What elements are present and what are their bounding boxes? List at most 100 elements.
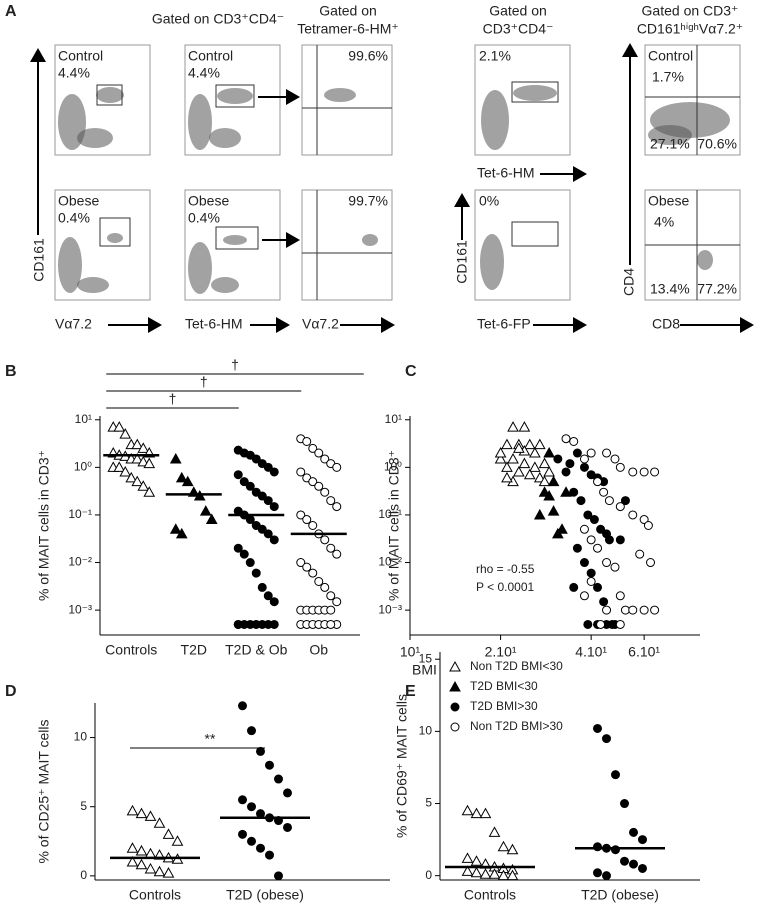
data-point [638,863,647,873]
data-point [263,591,273,601]
data-point [523,438,536,450]
gate-header: Gated on CD3⁺ [642,3,739,19]
gate [215,226,259,250]
data-point [507,452,519,464]
data-point [269,619,279,629]
data-point [251,454,261,464]
data-point [639,605,649,615]
gate [215,84,255,108]
data-point [593,477,603,487]
y-tick-label: 10 [419,724,433,738]
data-point [479,868,492,879]
data-point [153,865,166,877]
data-point [518,457,531,469]
data-point [131,438,144,450]
gate-percentage: 4% [654,214,674,230]
gate-percentage: 1.7% [652,69,684,85]
data-point [181,475,194,487]
gate-header: Gated on [319,3,377,19]
panel-label: B [5,363,17,380]
data-point [593,543,603,553]
data-point [579,558,589,568]
data-point [332,549,342,559]
cell-population [480,234,504,290]
data-point [269,502,279,512]
significance-mark: † [200,374,208,390]
data-point [579,462,589,472]
data-point [628,467,638,477]
legend-marker [450,722,460,732]
data-point [538,457,551,469]
data-point [501,461,513,472]
cell-population [513,85,557,101]
cell-population [324,88,356,102]
axis-label: CD161 [454,240,470,284]
data-point [611,770,620,780]
data-point [650,605,660,615]
data-point [615,619,625,629]
data-point [650,467,660,477]
data-point [576,496,586,506]
data-point [251,568,261,578]
y-axis-label: % of CD25⁺ MAIT cells [36,719,52,863]
data-point [144,862,157,874]
gate-header: Gated on [489,3,547,19]
y-tick-label: 10⁻¹ [68,507,92,521]
data-point [143,457,156,469]
data-point [543,447,555,458]
data-point [175,527,188,539]
data-point [239,549,249,559]
y-tick-label: 10 [74,730,88,744]
data-point [615,535,625,545]
data-point [579,591,589,601]
data-point [302,562,312,572]
data-point [302,436,312,446]
data-point [610,562,620,572]
data-point [326,543,336,553]
data-point [547,505,560,516]
data-point [233,543,243,553]
data-point [470,807,483,819]
cell-population [96,87,124,103]
data-point [569,487,579,497]
panel-label: C [405,363,417,380]
data-point [171,835,184,846]
axis-label: Vα7.2 [55,316,92,332]
annotation: P < 0.0001 [476,580,534,594]
data-point [538,475,551,487]
cell-population [648,125,692,145]
data-point [589,515,599,525]
data-point [175,471,188,483]
data-point [283,788,292,798]
data-point [572,543,582,553]
data-point [488,826,501,837]
data-point [119,428,132,439]
cell-population [77,277,109,293]
significance-mark: ** [205,731,216,747]
data-point [326,591,336,601]
data-point [144,847,157,859]
data-point [308,443,318,453]
data-point [125,471,138,483]
gate-header: CD161ʰⁱᵍʰVα7.2⁺ [637,21,743,37]
data-point [320,535,330,545]
data-point [113,461,126,472]
legend-label: T2D BMI>30 [470,699,538,713]
data-point [332,462,342,472]
x-tick-label: T2D (obese) [226,887,304,903]
data-point [238,795,247,805]
x-tick-label: Ob [309,642,328,658]
data-point [126,842,139,853]
data-point [602,871,611,881]
data-point [314,481,324,491]
data-point [602,448,612,458]
data-point [501,438,513,450]
data-point [494,447,507,458]
gate-percentage: 4.4% [188,65,220,81]
gate-percentage: 27.1% [650,136,690,152]
gate-header: Gated on CD3⁺CD4⁻ [152,11,284,27]
data-point [135,807,148,819]
data-point [553,454,563,464]
axis-label: CD8 [652,316,680,332]
